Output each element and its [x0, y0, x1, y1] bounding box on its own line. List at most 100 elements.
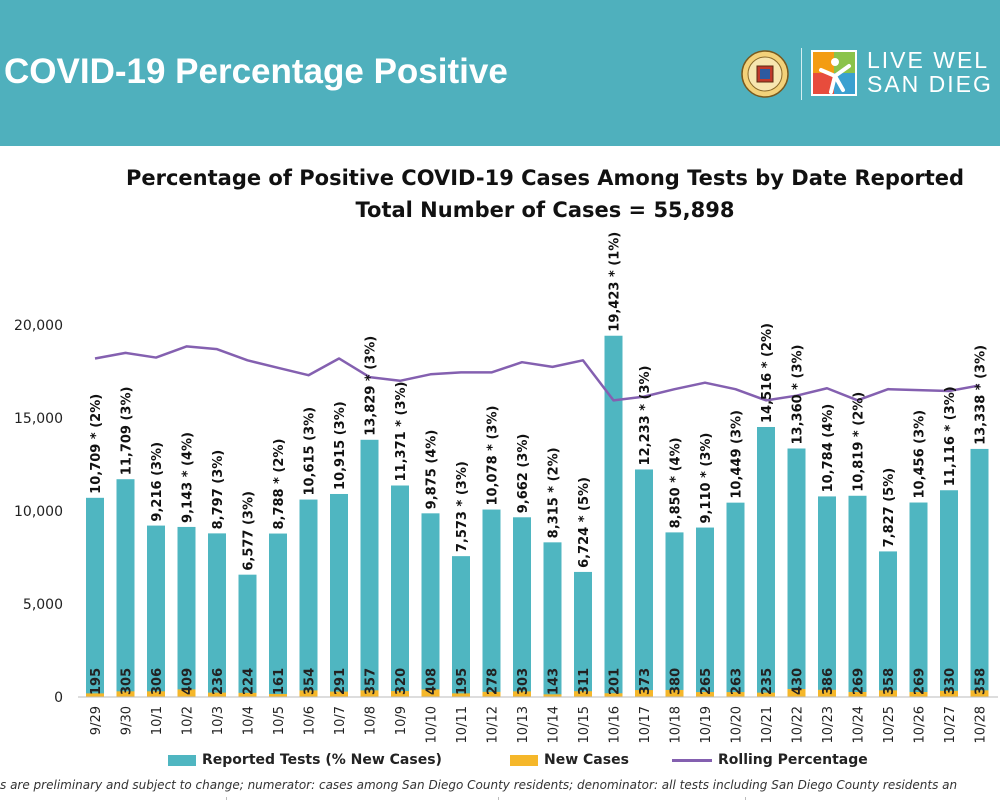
bar-tests	[940, 490, 958, 697]
bar-cases	[391, 691, 409, 697]
bar-tests	[482, 509, 501, 697]
live-well-logo-icon	[811, 50, 857, 96]
page-title: COVID-19 Percentage Positive	[4, 52, 508, 91]
legend-item-tests: Reported Tests (% New Cases)	[168, 752, 442, 768]
data-label-tests: 9,143 * (4%)	[181, 432, 196, 523]
bar-tests	[574, 571, 592, 697]
bar-tests	[848, 495, 867, 697]
bar-tests	[208, 533, 226, 697]
bar-cases	[116, 691, 135, 697]
footer-divider	[498, 797, 499, 800]
bar-tests	[116, 479, 135, 697]
data-label-tests: 11,371 * (3%)	[394, 382, 409, 482]
legend-item-rolling: Rolling Percentage	[672, 752, 868, 768]
bar-cases	[604, 693, 623, 697]
bar-tests	[360, 439, 379, 697]
data-label-tests: 9,110 * (3%)	[699, 433, 714, 524]
y-tick-label: 5,000	[23, 597, 63, 613]
bar-cases	[147, 691, 165, 697]
bar-cases	[665, 689, 684, 697]
data-label-tests: 6,577 (3%)	[242, 491, 257, 571]
bar-cases	[513, 691, 531, 697]
data-label-tests: 7,573 * (3%)	[455, 461, 470, 552]
x-tick-label: 10/2	[181, 706, 196, 735]
x-tick-label: 10/10	[425, 706, 440, 743]
data-label-cases: 224	[242, 668, 257, 695]
data-label-cases: 265	[699, 668, 714, 695]
data-label-tests: 8,315 * (2%)	[547, 447, 562, 538]
bar-tests	[391, 485, 409, 697]
bar-tests	[330, 493, 348, 697]
legend-label-tests: Reported Tests (% New Cases)	[202, 752, 442, 768]
bar-cases	[299, 690, 318, 697]
data-label-cases: 236	[211, 668, 226, 695]
rolling-percentage-line	[94, 345, 980, 402]
data-label-cases: 161	[272, 668, 287, 695]
data-label-tests: 10,819 * (2%)	[852, 392, 867, 492]
data-label-tests: 8,788 * (2%)	[272, 439, 287, 530]
x-tick-label: 10/28	[974, 706, 989, 743]
x-tick-label: 10/5	[272, 706, 287, 735]
data-label-tests: 19,423 * (1%)	[608, 232, 623, 332]
data-label-cases: 330	[943, 668, 958, 695]
data-label-cases: 195	[455, 668, 470, 695]
bar-cases	[940, 690, 958, 697]
x-tick-label: 10/17	[638, 706, 653, 743]
bar-tests	[513, 517, 531, 697]
bar-cases	[787, 689, 806, 697]
data-label-cases: 358	[974, 668, 989, 695]
x-tick-label: 10/25	[882, 706, 897, 743]
x-tick-label: 10/16	[608, 706, 623, 743]
bar-cases	[360, 690, 379, 697]
bar-cases	[635, 690, 653, 697]
bar-tests	[452, 556, 470, 697]
data-label-tests: 6,724 * (5%)	[577, 477, 592, 568]
bar-cases	[330, 691, 348, 697]
data-label-cases: 201	[608, 668, 623, 695]
x-tick-label: 10/13	[516, 706, 531, 743]
data-label-tests: 8,797 (3%)	[211, 450, 226, 530]
x-tick-label: 10/21	[760, 706, 775, 743]
y-tick-label: 10,000	[14, 504, 63, 520]
x-tick-label: 10/27	[943, 706, 958, 743]
bar-tests	[909, 502, 928, 697]
bar-cases	[543, 694, 562, 697]
bar-cases	[909, 691, 928, 697]
bar-tests	[147, 525, 165, 697]
legend-swatch-cases	[510, 754, 538, 766]
data-label-tests: 11,116 * (3%)	[943, 386, 958, 486]
legend-swatch-tests	[168, 754, 196, 766]
data-label-cases: 354	[303, 668, 318, 695]
bar-tests	[879, 551, 897, 697]
x-tick-label: 10/23	[821, 706, 836, 743]
bar-tests	[665, 532, 684, 697]
header-banner: COVID-19 Percentage Positive LIVE WEL SA…	[0, 0, 1000, 146]
x-tick-label: 10/24	[852, 706, 867, 743]
data-label-cases: 311	[577, 668, 592, 695]
data-label-cases: 306	[150, 668, 165, 695]
bar-tests	[970, 448, 989, 697]
legend-label-cases: New Cases	[544, 752, 629, 768]
bar-tests	[726, 502, 745, 697]
x-tick-label: 10/7	[333, 706, 348, 735]
data-label-cases: 291	[333, 668, 348, 695]
data-label-cases: 269	[852, 668, 867, 695]
bar-cases	[452, 693, 470, 697]
bar-tests	[269, 533, 287, 697]
bar-tests	[543, 542, 562, 697]
bar-cases	[696, 692, 714, 697]
x-tick-label: 9/29	[89, 706, 104, 735]
x-tick-label: 10/20	[730, 706, 745, 743]
data-label-tests: 12,233 * (3%)	[638, 365, 653, 465]
bar-cases	[757, 692, 775, 697]
bar-tests	[299, 499, 318, 697]
data-label-cases: 305	[120, 668, 135, 695]
data-label-tests: 10,078 * (3%)	[486, 406, 501, 506]
bar-tests	[421, 513, 440, 697]
data-label-cases: 373	[638, 668, 653, 695]
bar-tests	[238, 574, 257, 697]
data-label-tests: 10,784 (4%)	[821, 404, 836, 493]
chart-title: Percentage of Positive COVID-19 Cases Am…	[125, 166, 965, 190]
bar-cases	[970, 690, 989, 697]
data-label-cases: 195	[89, 668, 104, 695]
